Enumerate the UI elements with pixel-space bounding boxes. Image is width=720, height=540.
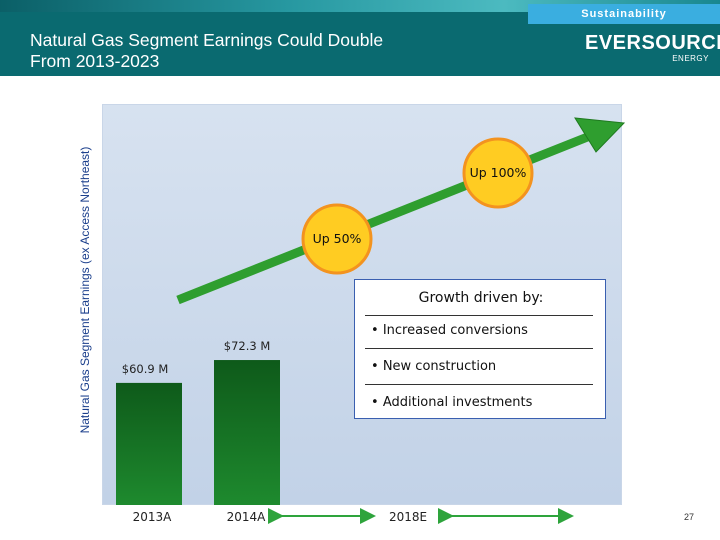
growth-drivers-box: Growth driven by: • Increased conversion… [354,279,606,419]
slide-title-line-2: From 2013-2023 [30,51,160,71]
growth-badge-label: Up 50% [313,231,362,246]
page-number: 27 [684,512,695,522]
x-tick-label: 2018E [389,510,427,524]
growth-arrow-head [574,117,626,153]
bar-value-label: $72.3 M [224,339,271,353]
category-labels: 2013A 2014A 2018E [133,510,427,524]
bar-2013A [116,382,182,505]
growth-item-text: Increased conversions [382,323,528,338]
growth-item: • Additional investments [371,395,533,410]
slide-title-line-1: Natural Gas Segment Earnings Could Doubl… [30,30,384,50]
eversource-logo: EVERSOURCE ENERGY [585,32,720,68]
growth-badge-label: Up 100% [470,165,527,180]
divider [365,384,593,385]
growth-badge [462,137,534,209]
growth-badge [301,203,373,275]
x-tick-label: 2014A [227,510,267,524]
growth-arrow [176,117,626,305]
growth-item-text: New construction [382,359,497,374]
growth-title: Growth driven by: [418,290,544,306]
bars-group: $60.9 M $72.3 M [116,339,280,505]
divider [365,315,593,316]
growth-item: • New construction [371,359,497,374]
section-tag: Sustainability [528,4,720,24]
header-banner: Natural Gas Segment Earnings Could Doubl… [0,0,720,76]
logo-wordmark: EVERSOURCE [585,32,720,54]
bar-value-label: $60.9 M [122,362,169,376]
badges-group: Up 50% Up 100% [301,137,534,275]
growth-item: • Increased conversions [371,323,528,338]
growth-item-text: Additional investments [382,395,533,410]
slide-title: Natural Gas Segment Earnings Could Doubl… [30,30,460,72]
divider [365,348,593,349]
bar-2014A [214,360,280,505]
x-tick-label: 2013A [133,510,173,524]
logo-subtext: ENERGY [672,54,709,63]
